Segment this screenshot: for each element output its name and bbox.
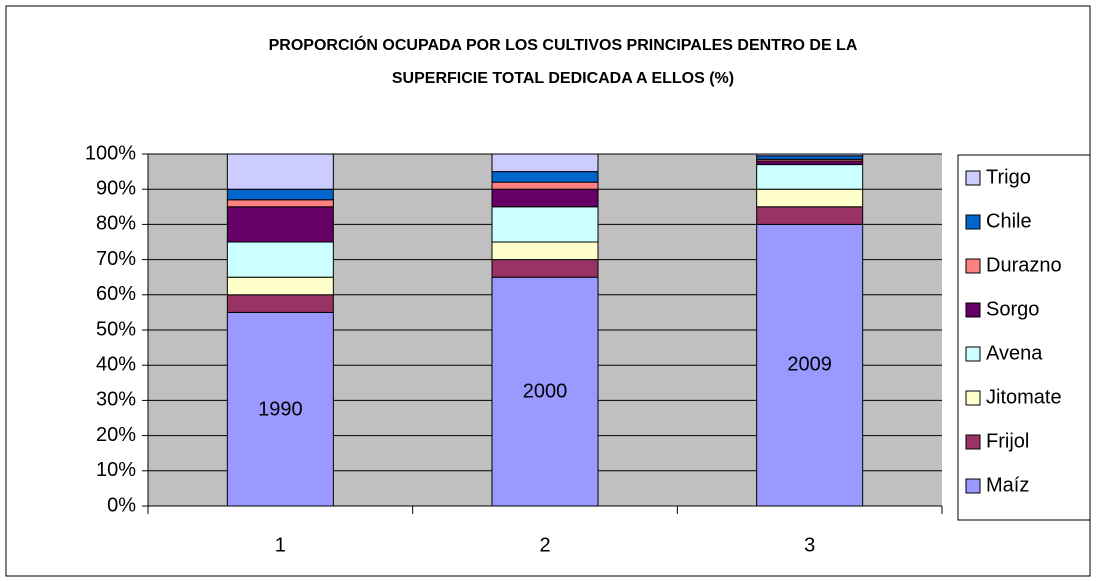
y-tick-label: 100%	[85, 142, 136, 164]
legend-swatch	[965, 346, 981, 362]
annotation: 2000	[523, 380, 568, 402]
bar-segment	[226, 241, 334, 278]
legend-label: Chile	[986, 210, 1032, 232]
bar-segment	[491, 153, 599, 173]
bar-segment	[226, 188, 334, 201]
legend-label: Trigo	[986, 166, 1031, 188]
annotation: 1990	[258, 398, 303, 420]
bar-segment	[226, 199, 334, 208]
x-tick-label: 2	[539, 534, 550, 556]
legend-swatch	[965, 258, 981, 274]
bar-segment	[756, 206, 864, 225]
y-tick-label: 50%	[96, 318, 136, 340]
legend-swatch	[965, 434, 981, 450]
y-tick-label: 80%	[96, 213, 136, 235]
legend-swatch	[965, 170, 981, 186]
annotation: 2009	[787, 353, 832, 375]
y-tick-label: 90%	[96, 177, 136, 199]
bar-segment	[226, 276, 334, 296]
y-tick-label: 0%	[107, 494, 136, 516]
x-tick-label: 1	[275, 534, 286, 556]
chart-title: PROPORCIÓN OCUPADA POR LOS CULTIVOS PRIN…	[269, 35, 858, 54]
bar-segment	[226, 153, 334, 190]
legend-swatch	[965, 390, 981, 406]
bar-segment	[756, 223, 864, 507]
bar-segment	[226, 311, 334, 507]
legend-label: Maíz	[986, 474, 1029, 496]
bar-segment	[756, 188, 864, 208]
bar-segment	[756, 155, 864, 160]
bar-segment	[756, 164, 864, 190]
x-tick-label: 3	[804, 534, 815, 556]
legend-label: Sorgo	[986, 298, 1039, 320]
legend-swatch	[965, 302, 981, 318]
bar-segment	[491, 206, 599, 243]
y-tick-label: 40%	[96, 353, 136, 375]
bar-segment	[491, 241, 599, 261]
legend-swatch	[965, 214, 981, 230]
bar-segment	[491, 188, 599, 208]
bar-segment	[226, 206, 334, 243]
legend-label: Durazno	[986, 254, 1062, 276]
legend-swatch	[965, 478, 981, 494]
y-tick-label: 20%	[96, 424, 136, 446]
legend-label: Frijol	[986, 430, 1029, 452]
bar-segment	[756, 153, 864, 157]
bar-segment	[226, 294, 334, 313]
bar-segment	[756, 160, 864, 166]
y-tick-label: 30%	[96, 389, 136, 411]
bar-segment	[491, 276, 599, 507]
legend-label: Jitomate	[986, 386, 1062, 408]
chart-title: SUPERFICIE TOTAL DEDICADA A ELLOS (%)	[392, 70, 734, 87]
bar-segment	[491, 171, 599, 183]
bar-segment	[491, 259, 599, 278]
y-tick-label: 60%	[96, 283, 136, 305]
legend-label: Avena	[986, 342, 1043, 364]
bar-segment	[491, 181, 599, 190]
y-tick-label: 70%	[96, 248, 136, 270]
y-tick-label: 10%	[96, 459, 136, 481]
